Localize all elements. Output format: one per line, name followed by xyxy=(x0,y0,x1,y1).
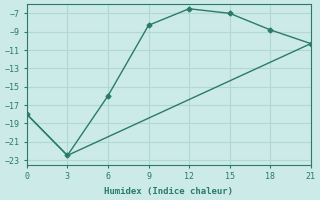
X-axis label: Humidex (Indice chaleur): Humidex (Indice chaleur) xyxy=(104,187,233,196)
